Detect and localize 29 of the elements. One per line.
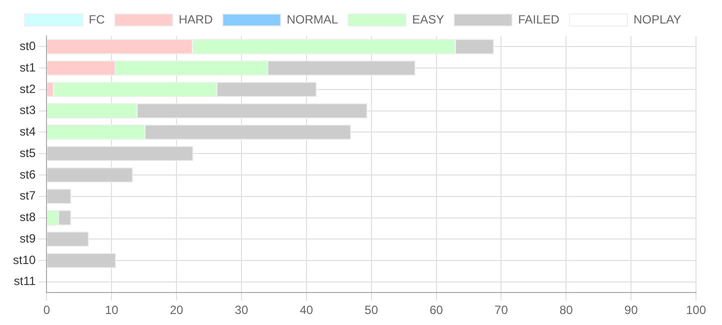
x-tick-label: 40 xyxy=(300,303,314,318)
x-tick-label: 80 xyxy=(559,303,574,318)
x-tick-label: 90 xyxy=(624,303,638,318)
x-tick-label: 50 xyxy=(364,303,378,318)
y-tick-label: st0 xyxy=(20,39,36,54)
y-tick-label: st7 xyxy=(20,188,36,203)
legend-label: EASY xyxy=(412,12,444,26)
y-tick-label: st9 xyxy=(20,231,36,246)
x-tick-label: 20 xyxy=(170,303,184,318)
y-tick-label: st11 xyxy=(14,274,36,288)
x-tick-label: 70 xyxy=(494,303,508,318)
y-tick-label: st4 xyxy=(20,124,36,139)
x-tick-label: 0 xyxy=(43,303,50,318)
legend-label: HARD xyxy=(178,12,214,26)
legend-label: FC xyxy=(88,12,106,26)
legend-label: NORMAL xyxy=(286,12,338,26)
x-tick-label: 10 xyxy=(104,303,119,318)
y-tick-label: st6 xyxy=(20,167,36,182)
x-tick-label: 100 xyxy=(686,303,706,318)
y-tick-label: st5 xyxy=(20,146,36,160)
y-tick-label: st8 xyxy=(20,210,36,224)
y-tick-label: st10 xyxy=(12,252,36,267)
y-tick-label: st2 xyxy=(20,82,36,96)
legend-label: FAILED xyxy=(518,12,560,26)
legend-label: NOPLAY xyxy=(633,12,682,26)
y-tick-label: st1 xyxy=(20,60,36,74)
x-tick-label: 60 xyxy=(430,303,444,318)
y-tick-label: st3 xyxy=(20,103,36,118)
x-tick-label: 30 xyxy=(234,303,248,318)
